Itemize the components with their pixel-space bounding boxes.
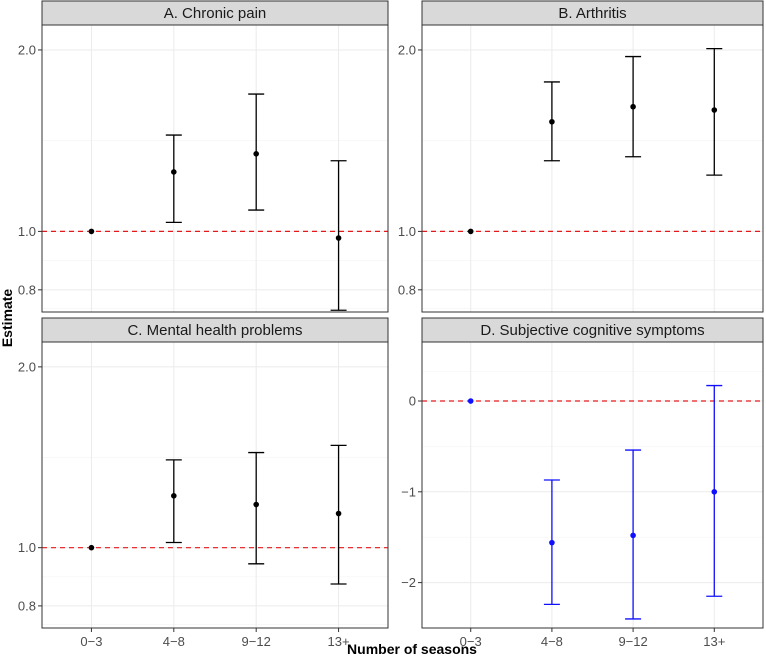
panel-title-D: D. Subjective cognitive symptoms (480, 322, 704, 339)
panel-A: A. Chronic pain 0.8 1.0 2.0 (18, 0, 389, 313)
x-tick-label: 13+ (703, 634, 725, 649)
errorbar-C-1 (165, 459, 182, 544)
estimate-point (549, 539, 555, 546)
panel-background-D (422, 342, 763, 628)
y-tick-label: −1 (401, 484, 416, 499)
estimate-point (253, 501, 259, 508)
panel-border-C (41, 341, 389, 629)
errorbar-A-2 (248, 93, 265, 211)
panel-background-B (422, 25, 763, 312)
estimate-point (171, 169, 177, 175)
errorbar-A-0 (88, 228, 95, 235)
y-tick-label: 1.0 (398, 224, 416, 239)
errorbar-B-2 (625, 55, 642, 158)
x-tick-label: 13+ (328, 634, 350, 649)
x-tick-label: 4−8 (541, 634, 563, 649)
strip-C (41, 317, 389, 343)
panel-background-C (42, 342, 388, 628)
estimate-point (88, 544, 95, 551)
estimate-point (549, 118, 555, 125)
estimate-point (630, 103, 636, 110)
estimate-point (630, 532, 636, 539)
y-tick-label: 2.0 (398, 42, 416, 57)
errorbar-D-2 (625, 449, 642, 620)
y-tick-label: 1.0 (18, 540, 36, 555)
panel-border-D (421, 341, 764, 629)
panel-border-A (41, 24, 389, 313)
y-tick-label: 0.8 (18, 282, 36, 297)
panel-border-B (421, 24, 764, 313)
errorbar-A-1 (165, 134, 182, 224)
errorbar-A-3 (330, 160, 347, 311)
y-tick-label: 2.0 (18, 42, 36, 57)
x-tick-label: 9−12 (242, 634, 271, 649)
facet-panels: A. Chronic pain 0.8 1.0 2.0 B. Arthritis 0.8 1… (18, 0, 764, 629)
y-tick-label: 0.8 (398, 282, 416, 297)
panel-background-A (42, 25, 388, 312)
estimate-point (711, 107, 718, 113)
panel-title-A: A. Chronic pain (164, 5, 267, 22)
y-tick-label: 0 (409, 394, 416, 409)
y-axis-title: Estimate (0, 289, 15, 348)
x-tick-label: 9−12 (618, 634, 647, 649)
estimate-point (253, 151, 259, 157)
errorbar-B-3 (706, 47, 723, 176)
panel-title-B: B. Arthritis (558, 5, 626, 22)
x-axis: 0−3 4−8 9−12 13+ 0−3 4−8 9−12 13+ (80, 628, 725, 649)
x-tick-label: 0−3 (460, 634, 482, 649)
panel-B: B. Arthritis 0.8 1.0 2.0 (398, 0, 764, 313)
estimate-point (711, 489, 718, 495)
estimate-point (335, 235, 342, 241)
estimate-point (171, 493, 177, 499)
estimate-point (335, 510, 342, 517)
strip-A (41, 0, 389, 26)
x-tick-label: 4−8 (163, 634, 185, 649)
estimate-point (467, 228, 474, 235)
panel-D: D. Subjective cognitive symptoms −2 −1 0 (401, 317, 764, 629)
panel-title-C: C. Mental health problems (127, 322, 302, 339)
x-axis-title: Number of seasons (347, 641, 477, 657)
estimate-point (467, 398, 474, 404)
errorbar-B-0 (467, 228, 474, 235)
y-tick-label: −2 (401, 575, 416, 590)
y-tick-label: 1.0 (18, 224, 36, 239)
errorbar-C-2 (248, 451, 265, 565)
errorbar-C-0 (88, 544, 95, 551)
errorbar-D-0 (467, 398, 474, 404)
y-tick-label: 0.8 (18, 598, 36, 613)
x-tick-label: 0−3 (80, 634, 102, 649)
y-tick-label: 2.0 (18, 359, 36, 374)
errorbar-D-1 (543, 479, 560, 606)
errorbar-C-3 (330, 444, 347, 585)
errorbar-D-3 (706, 384, 723, 597)
estimate-point (88, 228, 95, 235)
panel-C: C. Mental health problems 0.8 1.0 2.0 (18, 317, 389, 629)
errorbar-B-1 (543, 81, 560, 162)
